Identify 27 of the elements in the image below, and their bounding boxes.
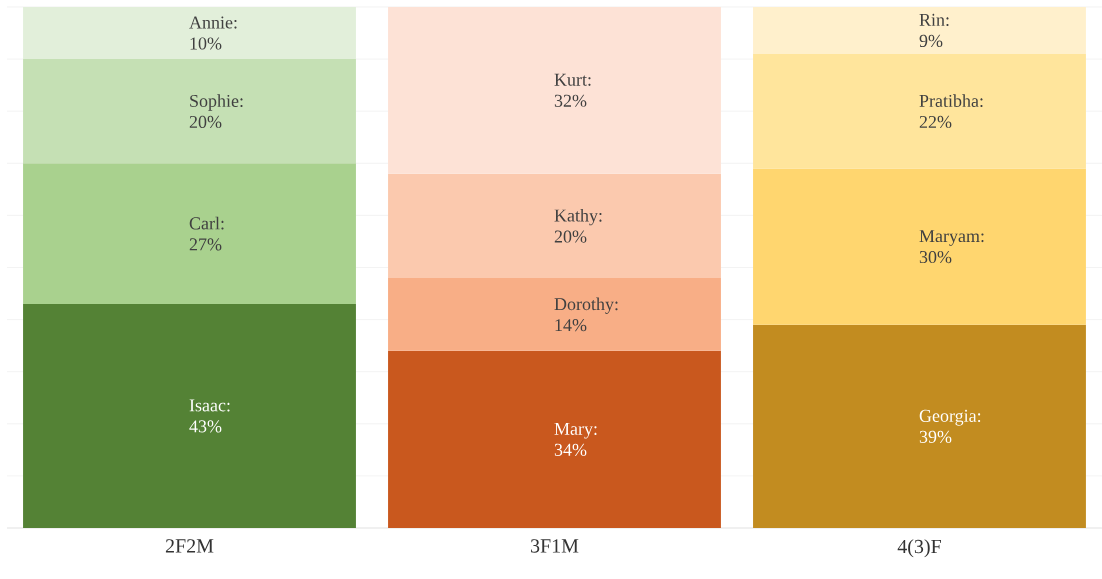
bar [753,53,1086,169]
bar [753,6,1086,54]
data-label: Pratibha: 22% [919,94,983,129]
x-tick-label: 2F2M [165,539,214,553]
bar [753,324,1086,528]
data-label: Dorothy: 14% [554,297,618,332]
data-label: Georgia: 39% [919,409,981,443]
data-label: Rin: 9% [919,13,949,48]
bar [23,59,356,164]
data-label: Carl: 27% [189,216,224,251]
data-label: Isaac: 43% [189,399,230,433]
bar [753,168,1086,325]
data-label: Annie: 10% [189,16,237,50]
bar [23,163,356,304]
data-label: Sophie: 20% [189,94,243,129]
bar [388,350,721,528]
x-tick-label: 4(3)F [897,539,941,558]
bar [23,303,356,528]
x-tick-label: 3F1M [531,539,579,553]
bar [388,6,721,174]
data-label: Mary: 34% [554,422,597,456]
bar [388,173,721,278]
data-label: Kathy: 20% [554,208,602,243]
data-label: Kurt: 32% [554,73,591,107]
bar [23,6,356,60]
data-label: Maryam: 30% [919,230,984,264]
bar [388,277,721,351]
